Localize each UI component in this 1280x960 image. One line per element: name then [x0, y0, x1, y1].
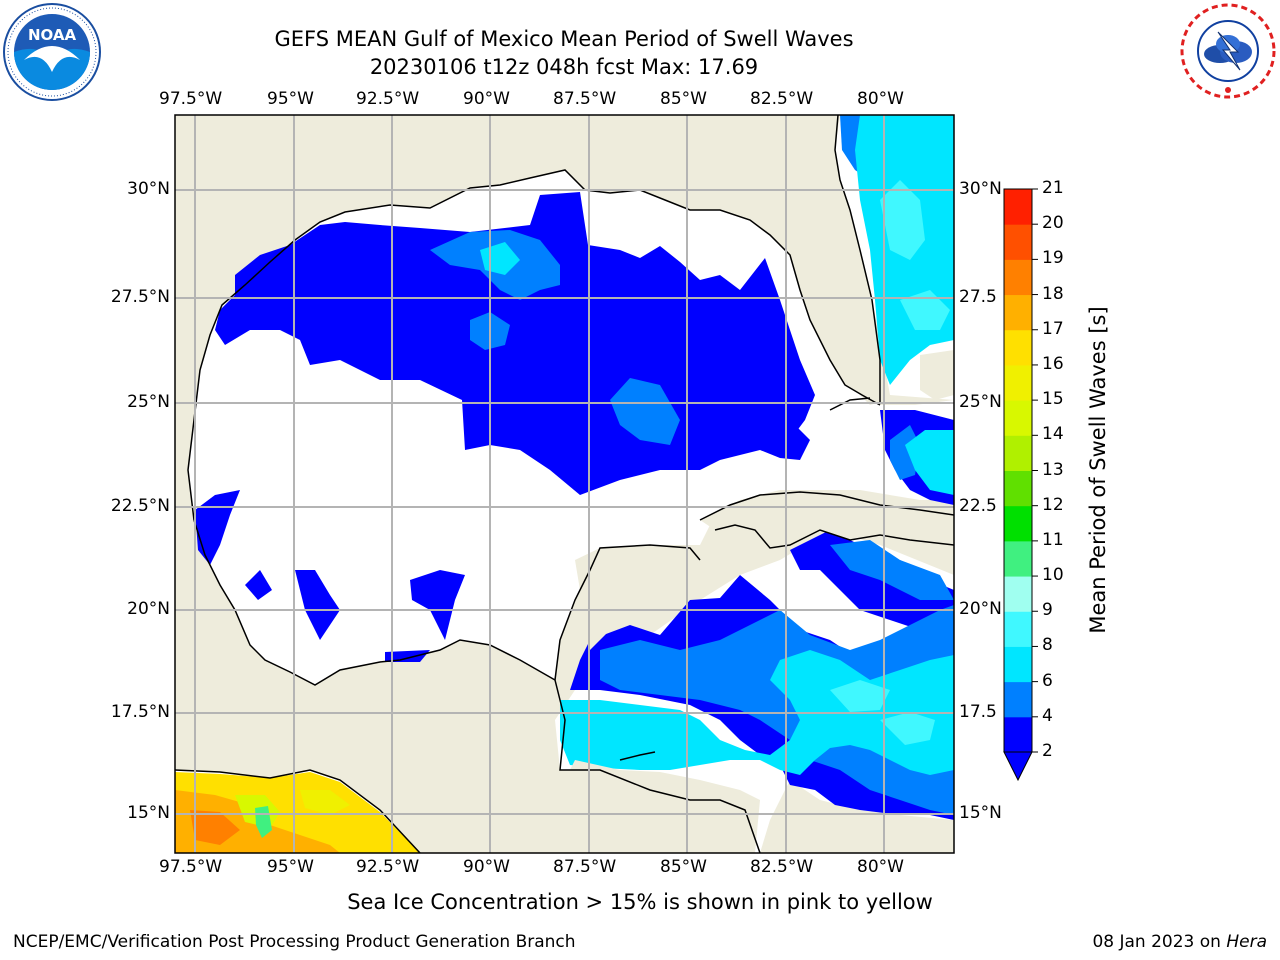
colorbar-segment: [1004, 646, 1032, 683]
lat-label-right: 22.5: [959, 496, 997, 516]
colorbar-segment: [1004, 259, 1032, 296]
lat-label-left: 15°N: [127, 803, 170, 823]
lat-label-left: 25°N: [127, 392, 170, 412]
colorbar-tick-label: 16: [1042, 353, 1064, 374]
colorbar-tick-label: 21: [1042, 178, 1064, 198]
honduras: [560, 760, 760, 853]
florida: [770, 115, 880, 405]
lat-label-right: 17.5: [959, 702, 997, 722]
colorbar: [1004, 188, 1038, 753]
lon-label-top: 82.5°W: [750, 89, 814, 109]
colorbar-tick-label: 10: [1042, 565, 1064, 586]
footer-date-text: 08 Jan 2023 on: [1092, 932, 1227, 952]
lon-label-bottom: 90°W: [463, 857, 510, 877]
map-subtitle: 20230106 t12z 048h fcst Max: 17.69: [369, 55, 759, 79]
map-frame: [174, 114, 955, 854]
lon-label-top: 95°W: [267, 89, 314, 109]
sea-ice-note: Sea Ice Concentration > 15% is shown in …: [0, 890, 1280, 914]
lon-label-top: 97.5°W: [159, 89, 223, 109]
colorbar-segment: [1004, 540, 1032, 577]
colorbar-frame: [1003, 188, 1033, 753]
graticule: [175, 115, 954, 853]
bahamas: [920, 350, 954, 400]
lat-label-left: 20°N: [127, 599, 170, 619]
colorbar-tick-label: 15: [1042, 389, 1064, 410]
colorbar-tick-label: 13: [1042, 459, 1064, 480]
colorbar-tick-label: 18: [1042, 283, 1064, 304]
colorbar-segment: [1004, 294, 1032, 331]
sea-ice-note-text: Sea Ice Concentration > 15% is shown in …: [347, 890, 933, 914]
colorbar-tick-label: 4: [1042, 705, 1053, 726]
lat-label-right: 30°N: [959, 179, 1002, 199]
colorbar-tick-label: 12: [1042, 494, 1064, 515]
footer-branch: NCEP/EMC/Verification Post Processing Pr…: [13, 932, 576, 952]
colorbar-segment: [1004, 435, 1032, 471]
lat-label-left: 22.5°N: [110, 496, 170, 516]
map-title: GEFS MEAN Gulf of Mexico Mean Period of …: [274, 27, 854, 51]
colorbar-extend-min: [1003, 751, 1033, 782]
colorbar-segment: [1004, 224, 1032, 260]
colorbar-segment: [1004, 364, 1032, 401]
colorbar-tick-label: 17: [1042, 318, 1064, 339]
colorbar-segment: [1004, 470, 1032, 507]
lat-label-right: 20°N: [959, 599, 1002, 619]
footer-date: 08 Jan 2023 on Hera: [1092, 932, 1267, 952]
coastline: [175, 115, 954, 853]
lat-label-right: 15°N: [959, 803, 1002, 823]
colorbar-tick-label: 6: [1042, 670, 1053, 691]
swell-band-8s: [830, 180, 950, 745]
lon-label-bottom: 95°W: [267, 857, 314, 877]
lon-label-top: 85°W: [660, 89, 707, 109]
colorbar-tick-label: 19: [1042, 248, 1064, 269]
colorbar-segment: [1004, 329, 1032, 366]
noaa-logo-text: NOAA: [28, 26, 77, 44]
lat-label-left: 30°N: [127, 179, 170, 199]
lon-label-bottom: 92.5°W: [356, 857, 420, 877]
colorbar-tick-label: 8: [1042, 635, 1053, 656]
colorbar-segment: [1004, 400, 1032, 436]
colorbar-segment: [1004, 505, 1032, 542]
lon-label-top: 87.5°W: [553, 89, 617, 109]
colorbar-tick-label: 2: [1042, 741, 1053, 761]
lat-label-left: 17.5°N: [110, 702, 170, 722]
colorbar-tick-label: 9: [1042, 600, 1053, 621]
colorbar-segment: [1004, 611, 1032, 647]
lon-label-bottom: 82.5°W: [750, 857, 814, 877]
lon-label-bottom: 85°W: [660, 857, 707, 877]
lat-label-left: 27.5°N: [110, 287, 170, 307]
colorbar-segment: [1004, 189, 1032, 225]
lon-label-top: 92.5°W: [356, 89, 420, 109]
colorbar-segment: [1004, 576, 1032, 612]
pacific-high-values: [175, 772, 420, 853]
colorbar-tick-label: 20: [1042, 213, 1064, 234]
lon-label-top: 80°W: [857, 89, 904, 109]
colorbar-tick-label: 11: [1042, 529, 1064, 550]
lon-label-top: 90°W: [463, 89, 510, 109]
colorbar-label: Mean Period of Swell Waves [s]: [1086, 306, 1110, 634]
lon-label-bottom: 97.5°W: [159, 857, 223, 877]
colorbar-segment: [1004, 716, 1032, 753]
lon-label-bottom: 87.5°W: [553, 857, 617, 877]
nws-logo: [1180, 3, 1276, 99]
lon-label-bottom: 80°W: [857, 857, 904, 877]
lat-label-right: 27.5: [959, 287, 997, 307]
yucatan: [575, 545, 700, 650]
colorbar-tick-label: 14: [1042, 424, 1064, 445]
footer-machine: Hera: [1226, 932, 1267, 952]
noaa-logo: NOAA: [3, 3, 101, 101]
lat-label-right: 25°N: [959, 392, 1002, 412]
colorbar-segment: [1004, 681, 1032, 718]
